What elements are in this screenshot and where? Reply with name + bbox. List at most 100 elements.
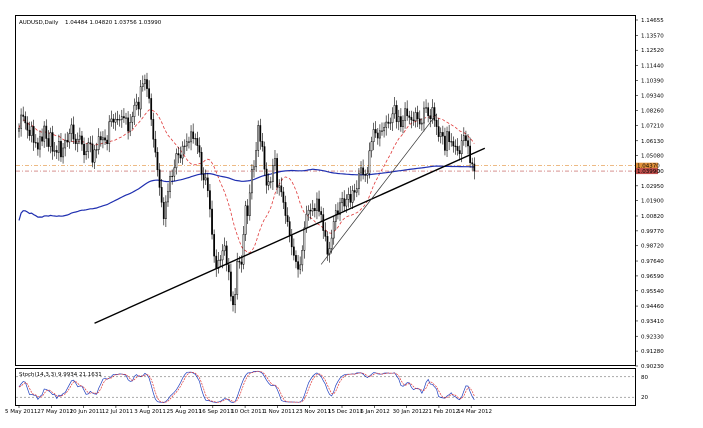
candle-body: [368, 150, 371, 174]
candle-body: [244, 205, 247, 235]
price-tick-label: 1.10390: [641, 78, 664, 84]
candle-body: [34, 142, 37, 144]
candle-body: [292, 246, 295, 256]
candle-body: [295, 255, 297, 262]
candle-body: [286, 215, 289, 222]
candle-body: [227, 264, 230, 273]
candle-body: [372, 129, 375, 143]
price-tick-label: 1.09340: [641, 93, 664, 99]
candle-body: [456, 146, 459, 151]
candle-body: [164, 201, 167, 219]
oscillator-panel-frame: [15, 368, 636, 406]
candle-body: [248, 192, 251, 216]
price-tick-label: 0.94460: [641, 304, 664, 310]
candle-body: [408, 115, 411, 118]
price-tick-label: 0.96590: [641, 274, 664, 280]
candle-body: [282, 191, 285, 203]
candle-body: [387, 121, 390, 124]
candle-body: [397, 116, 400, 123]
candle-body: [167, 191, 169, 203]
candle-body: [391, 113, 394, 123]
price-tick-label: 1.00820: [641, 214, 664, 220]
candle-body: [173, 167, 176, 177]
candle-body: [133, 104, 136, 117]
candle-body: [263, 146, 266, 170]
candle-body: [334, 210, 337, 222]
price-tick-label: 0.95540: [641, 289, 664, 295]
candle-body: [162, 201, 165, 219]
candle-body: [22, 114, 25, 117]
candle-body: [385, 121, 388, 128]
date-tick-label: 16 Sep 2011: [199, 409, 234, 415]
stoch-main-line: [18, 370, 475, 403]
candle-body: [420, 122, 423, 125]
candle-body: [110, 118, 113, 123]
candle-body: [45, 125, 48, 139]
candle-body: [129, 122, 132, 132]
candle-body: [127, 117, 129, 132]
candle-body: [131, 116, 134, 123]
candle-body: [366, 173, 369, 176]
date-tick-label: 5 May 2011: [5, 409, 37, 415]
candle-body: [318, 198, 320, 212]
candle-body: [364, 174, 367, 176]
candle-body: [278, 185, 281, 188]
price-highlight-box: [636, 162, 658, 169]
candle-body: [62, 147, 64, 158]
candle-body: [232, 296, 234, 306]
candle-body: [181, 145, 184, 159]
price-tick-label: 0.92330: [641, 334, 664, 340]
price-tick-label: 0.98720: [641, 244, 664, 250]
candle-body: [414, 112, 417, 122]
price-tick-label: 0.99770: [641, 229, 664, 235]
candle-body: [238, 260, 241, 263]
candle-body: [190, 131, 192, 143]
candle-body: [301, 250, 304, 266]
candle-body: [267, 181, 270, 186]
candle-body: [213, 234, 216, 257]
candle-body: [135, 101, 138, 106]
candle-body: [24, 116, 27, 124]
candle-body: [183, 145, 186, 147]
candle-body: [309, 209, 312, 212]
candle-body: [448, 131, 451, 143]
candle-body: [39, 136, 41, 150]
candle-body: [37, 142, 39, 150]
price-tick-label: 0.97640: [641, 259, 664, 265]
candle-body: [30, 126, 33, 136]
candle-body: [326, 236, 329, 255]
candle-body: [355, 188, 358, 193]
date-tick-label: 6 Jan 2012: [360, 409, 389, 415]
candle-body: [177, 153, 180, 156]
candle-body: [253, 166, 255, 170]
candle-body: [349, 194, 352, 203]
price-tick-label: 0.91280: [641, 349, 664, 355]
price-highlight-box: [636, 168, 658, 175]
channel-trendline: [320, 114, 437, 265]
candle-body: [28, 129, 31, 136]
price-highlight-label: 1.04370: [637, 164, 660, 170]
candle-body: [307, 209, 310, 215]
date-tick-label: 15 Dec 2011: [328, 409, 363, 415]
candle-body: [221, 250, 224, 261]
candle-body: [192, 131, 195, 139]
candlesticks: [18, 72, 476, 314]
candle-body: [108, 121, 111, 144]
price-tick-label: 0.93410: [641, 319, 664, 325]
date-tick-label: 12 Jul 2011: [102, 409, 133, 415]
candle-body: [471, 162, 474, 165]
candle-body: [139, 86, 142, 110]
ma-short-line: [18, 109, 475, 254]
date-tick-label: 21 Feb 2012: [425, 409, 459, 415]
candle-body: [89, 142, 92, 145]
candle-body: [406, 108, 409, 117]
candle-body: [416, 112, 419, 120]
candle-body: [412, 119, 415, 122]
candle-body: [32, 126, 35, 143]
candle-body: [433, 107, 436, 121]
candle-body: [297, 261, 299, 270]
candle-body: [76, 138, 79, 144]
candle-body: [215, 255, 218, 269]
candle-body: [102, 137, 104, 141]
candle-body: [343, 198, 346, 207]
